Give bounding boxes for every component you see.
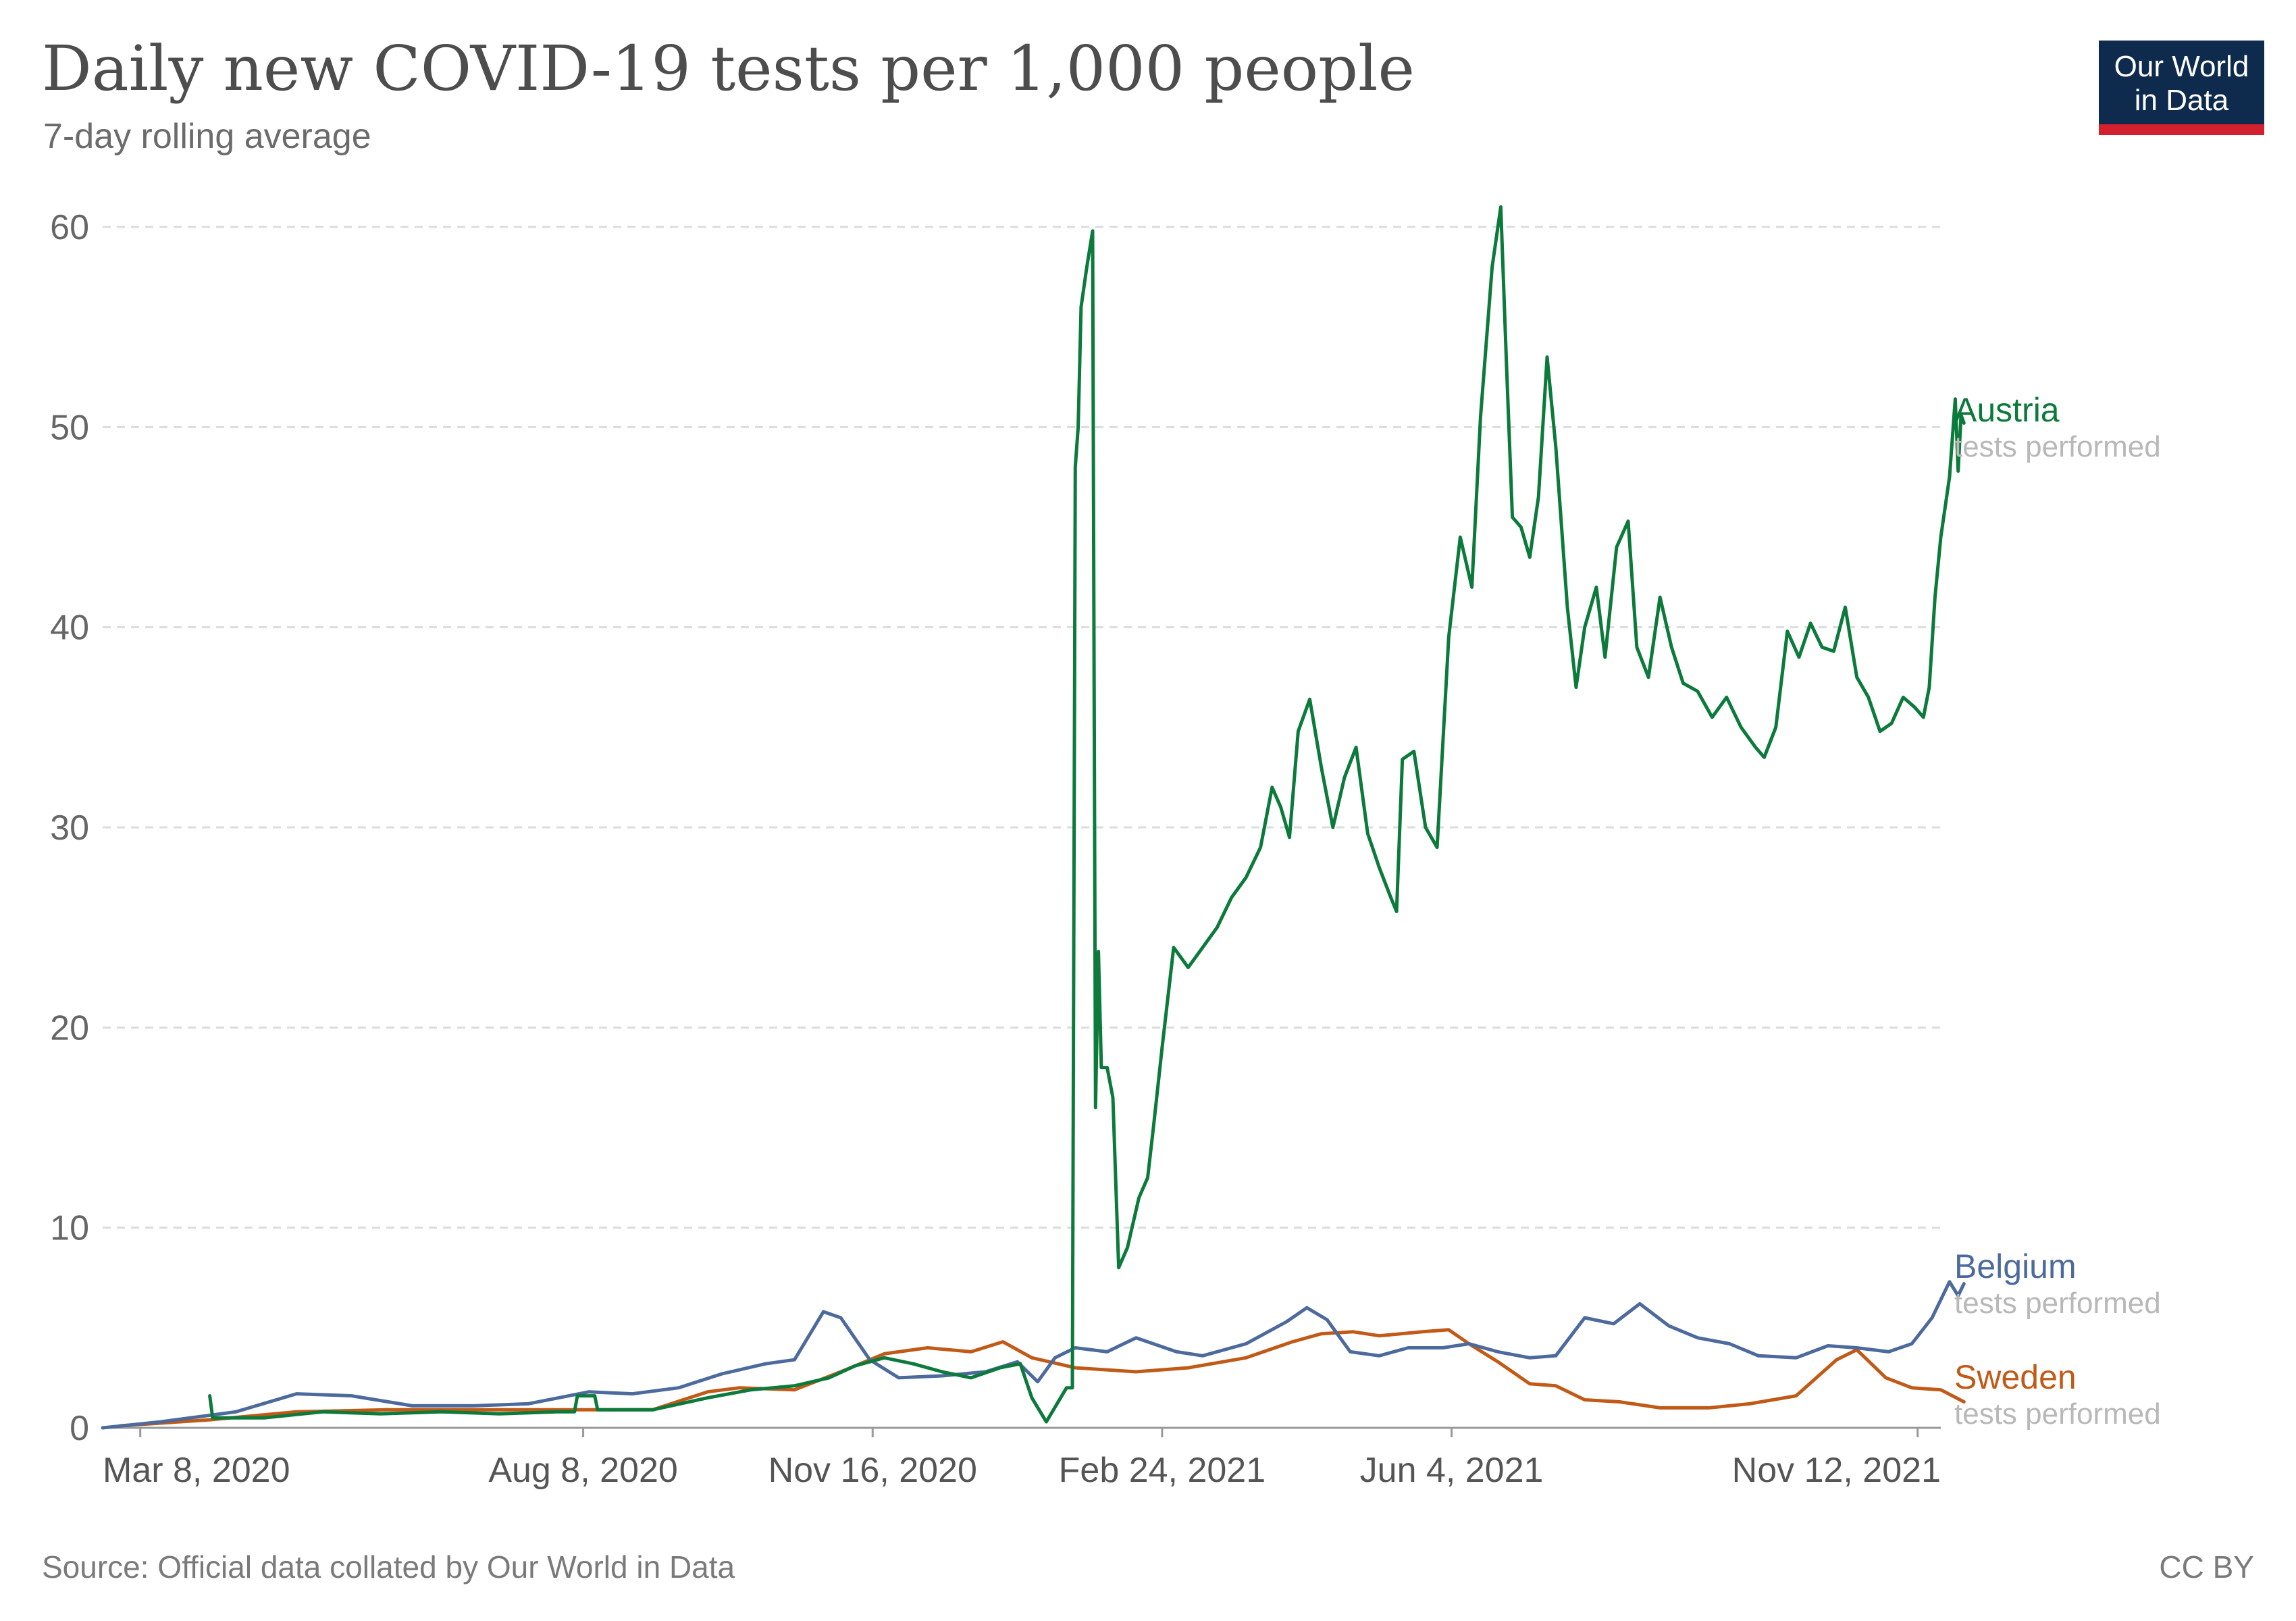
y-axis-ticks: 0 10 20 30 40 50 60 — [50, 208, 89, 1448]
license-link[interactable]: CC BY — [2159, 1549, 2254, 1585]
series-sublabel: tests performed — [1954, 1287, 2161, 1320]
y-tick-label: 20 — [50, 1008, 89, 1048]
x-tick-label: Nov 12, 2021 — [1732, 1451, 1941, 1490]
series-lines — [101, 205, 1966, 1430]
y-tick-label: 10 — [50, 1209, 89, 1248]
series-label-sweden[interactable]: Sweden — [1954, 1358, 2077, 1396]
owid-logo[interactable]: Our World in Data — [2099, 41, 2264, 135]
y-tick-label: 60 — [50, 208, 89, 247]
series-line-belgium[interactable] — [101, 1280, 1966, 1430]
chart-title: Daily new COVID-19 tests per 1,000 peopl… — [42, 32, 1415, 105]
x-tick-label: Feb 24, 2021 — [1059, 1451, 1266, 1490]
series-sublabel: tests performed — [1954, 430, 2161, 463]
chart-subtitle: 7-day rolling average — [43, 117, 371, 156]
y-tick-label: 0 — [70, 1409, 89, 1448]
source-note: Source: Official data collated by Our Wo… — [42, 1549, 735, 1585]
series-line-austria[interactable] — [208, 205, 1966, 1424]
x-axis: Mar 8, 2020 Aug 8, 2020 Nov 16, 2020 Feb 24… — [103, 1426, 1941, 1490]
gridlines — [103, 226, 1941, 1229]
y-tick-label: 40 — [50, 609, 89, 648]
x-tick-label: Nov 16, 2020 — [768, 1451, 977, 1490]
y-tick-label: 50 — [50, 408, 89, 447]
series-sublabel: tests performed — [1954, 1397, 2161, 1431]
series-line-sweden[interactable] — [118, 1328, 1966, 1428]
x-tick-label: Aug 8, 2020 — [488, 1451, 677, 1490]
y-tick-label: 30 — [50, 808, 89, 848]
x-tick-label: Jun 4, 2021 — [1360, 1451, 1544, 1490]
series-label-belgium[interactable]: Belgium — [1954, 1247, 2077, 1285]
logo-line-2: in Data — [2134, 84, 2229, 117]
x-tick-label: Mar 8, 2020 — [103, 1451, 290, 1490]
logo-line-1: Our World — [2114, 50, 2249, 83]
series-label-austria[interactable]: Austria — [1954, 391, 2060, 429]
